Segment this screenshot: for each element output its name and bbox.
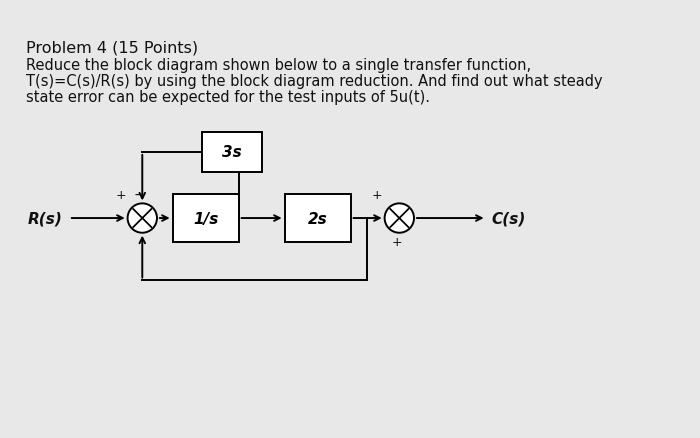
Text: Reduce the block diagram shown below to a single transfer function,: Reduce the block diagram shown below to … [26, 58, 531, 73]
Text: Problem 4 (15 Points): Problem 4 (15 Points) [26, 40, 198, 55]
Text: T(s)=C(s)/R(s) by using the block diagram reduction. And find out what steady: T(s)=C(s)/R(s) by using the block diagra… [26, 74, 602, 89]
Text: C(s): C(s) [491, 211, 526, 226]
Text: −: − [134, 187, 146, 201]
Circle shape [384, 204, 414, 233]
Text: state error can be expected for the test inputs of 5u(t).: state error can be expected for the test… [26, 89, 430, 104]
Text: 2s: 2s [308, 211, 328, 226]
Text: 1/s: 1/s [193, 211, 218, 226]
Bar [202, 132, 262, 173]
Bar [285, 195, 351, 242]
Text: +: + [371, 188, 382, 201]
Text: +: + [391, 236, 402, 249]
Bar [173, 195, 239, 242]
Text: 3s: 3s [222, 145, 242, 160]
Circle shape [127, 204, 157, 233]
Text: +: + [115, 188, 126, 201]
Text: R(s): R(s) [27, 211, 62, 226]
